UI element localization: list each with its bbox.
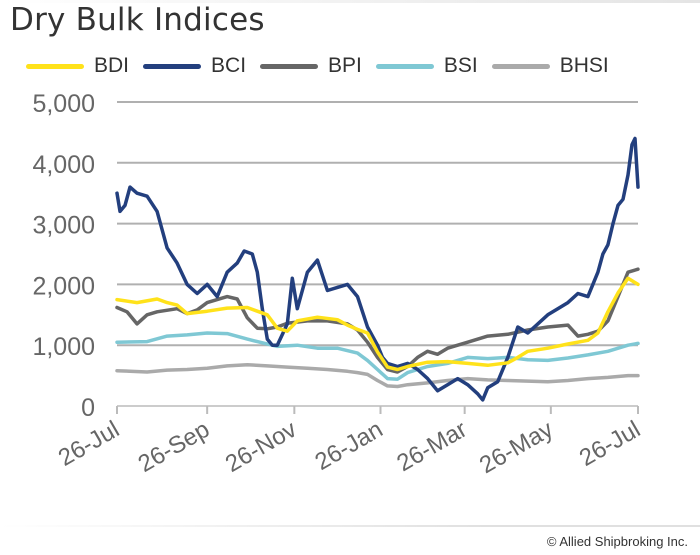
legend-swatch-bci <box>143 63 202 69</box>
legend-item-bhsi: BHSI <box>491 54 609 78</box>
legend-label-bsi: BSI <box>443 54 478 77</box>
series-line-bci <box>115 136 640 402</box>
series-line-bsi <box>115 331 640 381</box>
legend-label-bdi: BDI <box>94 54 130 77</box>
y-tick-label: 3,000 <box>32 212 95 240</box>
series-line-bpi <box>115 267 640 374</box>
x-tick-label: 26-Jul <box>575 416 645 472</box>
legend-swatch-bdi <box>26 63 84 69</box>
y-tick-label: 1,000 <box>32 333 95 361</box>
y-tick-label: 5,000 <box>32 90 95 118</box>
legend-swatch-bsi <box>375 63 434 69</box>
x-tick-label: 26-May <box>475 416 558 479</box>
legend-item-bci: BCI <box>143 54 246 78</box>
x-tick-label: 26-Jan <box>310 416 387 476</box>
y-tick-label: 4,000 <box>32 151 95 179</box>
top-divider <box>0 0 700 3</box>
copyright-footer: © Allied Shipbroking Inc. <box>546 534 688 549</box>
chart-legend: BDI BCI BPI BSI BHSI <box>26 51 623 81</box>
legend-swatch-bhsi <box>491 63 550 69</box>
x-tick-label: 26-Sep <box>134 416 215 478</box>
legend-label-bci: BCI <box>211 54 247 77</box>
legend-item-bsi: BSI <box>375 54 478 78</box>
legend-label-bhsi: BHSI <box>559 54 609 77</box>
legend-swatch-bpi <box>260 63 319 69</box>
x-tick-label: 26-Nov <box>221 416 302 478</box>
series-line-bdi <box>115 276 640 372</box>
legend-item-bpi: BPI <box>260 54 362 78</box>
y-tick-label: 2,000 <box>32 272 95 300</box>
x-tick-label: 26-Jul <box>54 416 124 472</box>
y-tick-label: 0 <box>81 394 95 422</box>
series-line-bhsi <box>115 362 640 389</box>
chart-title: Dry Bulk Indices <box>10 2 265 38</box>
legend-label-bpi: BPI <box>328 54 362 77</box>
x-tick-label: 26-Mar <box>392 416 471 477</box>
legend-item-bdi: BDI <box>26 54 129 78</box>
bottom-divider <box>0 525 700 527</box>
